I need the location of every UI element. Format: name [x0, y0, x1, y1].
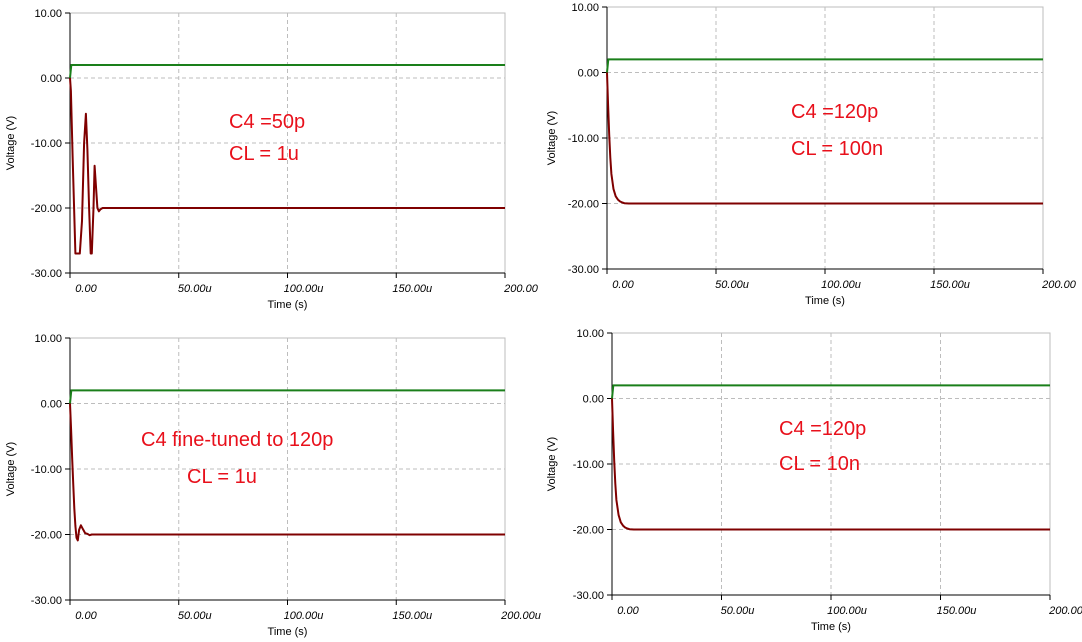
green-series-line — [69, 389, 505, 404]
x-tick-label: 50.00u — [721, 605, 755, 617]
x-axis-title: Time (s) — [811, 621, 851, 633]
annotation-line-2: CL = 1u — [187, 466, 257, 488]
x-axis-title: Time (s) — [268, 299, 308, 311]
chart-panel-c4-120p-cl-10n: 10.00 0.00 -10.00 -20.00 -30.00 0.00 50.00u 100… — [541, 321, 1082, 642]
x-tick-label: 200.00 — [1048, 605, 1082, 617]
x-axis-title: Time (s) — [268, 626, 308, 638]
y-tick-label: -30.00 — [568, 264, 599, 276]
x-tick-label: 200.00u — [500, 610, 541, 622]
chart-svg: 10.00 0.00 -10.00 -20.00 -30.00 0.00 50.00u 100… — [546, 328, 1082, 633]
x-tick-label: 150.00u — [392, 610, 432, 622]
red-series-line — [69, 403, 505, 542]
x-tick-label: 50.00u — [178, 610, 212, 622]
y-tick-label: 10.00 — [34, 333, 62, 345]
y-tick-label: -20.00 — [568, 199, 599, 211]
x-tick-label: 100.00u — [827, 605, 867, 617]
y-tick-label: 0.00 — [41, 73, 62, 85]
x-tick-label: 0.00 — [617, 605, 639, 617]
chart-svg: 10.00 0.00 -10.00 -20.00 -30.00 0.00 50.00u 100… — [5, 8, 539, 311]
x-tick-label: 0.00 — [75, 610, 97, 622]
y-axis-title: Voltage (V) — [5, 116, 17, 170]
y-tick-label: -10.00 — [573, 459, 604, 471]
green-series-line — [69, 64, 505, 79]
chart-panel-c4-120p-cl-100n: 10.00 0.00 -10.00 -20.00 -30.00 0.00 50.00u 100… — [541, 0, 1082, 321]
red-series-line — [606, 72, 1043, 205]
y-tick-label: 0.00 — [578, 68, 599, 80]
annotation-line-1: C4 fine-tuned to 120p — [141, 429, 334, 451]
x-tick-label: 200.00 — [1041, 279, 1077, 291]
annotation-line-2: CL = 10n — [779, 453, 860, 475]
x-tick-label: 0.00 — [75, 283, 97, 295]
y-tick-label: -10.00 — [31, 464, 62, 476]
y-tick-label: -20.00 — [31, 203, 62, 215]
chart-svg: 10.00 0.00 -10.00 -20.00 -30.00 0.00 50.00u 100… — [5, 333, 541, 638]
x-tick-label: 150.00u — [937, 605, 977, 617]
red-series-line — [69, 77, 505, 255]
green-series-line — [606, 58, 1043, 73]
green-series-line — [611, 384, 1050, 399]
y-axis-title: Voltage (V) — [546, 111, 558, 165]
annotation-line-1: C4 =120p — [779, 418, 867, 440]
y-tick-label: -10.00 — [568, 133, 599, 145]
x-axis-title: Time (s) — [805, 295, 845, 307]
y-tick-label: 10.00 — [576, 328, 604, 340]
x-tick-label: 100.00u — [284, 610, 324, 622]
x-tick-label: 150.00u — [930, 279, 970, 291]
y-tick-label: -30.00 — [573, 590, 604, 602]
x-tick-label: 200.00 — [503, 283, 539, 295]
x-tick-label: 50.00u — [178, 283, 212, 295]
chart-panel-c4-50p: 10.00 0.00 -10.00 -20.00 -30.00 0.00 50.00u 100… — [0, 0, 541, 321]
y-tick-label: -30.00 — [31, 595, 62, 607]
annotation-line-2: CL = 100n — [791, 138, 884, 160]
annotation-line-1: C4 =120p — [791, 101, 879, 123]
y-tick-label: -10.00 — [31, 138, 62, 150]
annotation-line-1: C4 =50p — [229, 111, 306, 133]
x-tick-label: 100.00u — [284, 283, 324, 295]
red-series-line — [611, 398, 1050, 531]
chart-panel-c4-fine-tuned: 10.00 0.00 -10.00 -20.00 -30.00 0.00 50.00u 100… — [0, 321, 541, 642]
y-axis-title: Voltage (V) — [546, 437, 558, 491]
y-axis-title: Voltage (V) — [5, 442, 17, 496]
y-tick-label: 0.00 — [583, 394, 604, 406]
x-tick-label: 0.00 — [612, 279, 634, 291]
x-tick-label: 50.00u — [715, 279, 749, 291]
y-tick-label: -20.00 — [31, 530, 62, 542]
y-tick-label: 10.00 — [571, 2, 599, 14]
y-tick-label: -20.00 — [573, 525, 604, 537]
y-tick-label: 10.00 — [34, 8, 62, 20]
annotation-line-2: CL = 1u — [229, 143, 299, 165]
y-tick-label: 0.00 — [41, 399, 62, 411]
x-tick-label: 150.00u — [392, 283, 432, 295]
chart-svg: 10.00 0.00 -10.00 -20.00 -30.00 0.00 50.00u 100… — [546, 2, 1077, 307]
y-tick-label: -30.00 — [31, 268, 62, 280]
x-tick-label: 100.00u — [821, 279, 861, 291]
